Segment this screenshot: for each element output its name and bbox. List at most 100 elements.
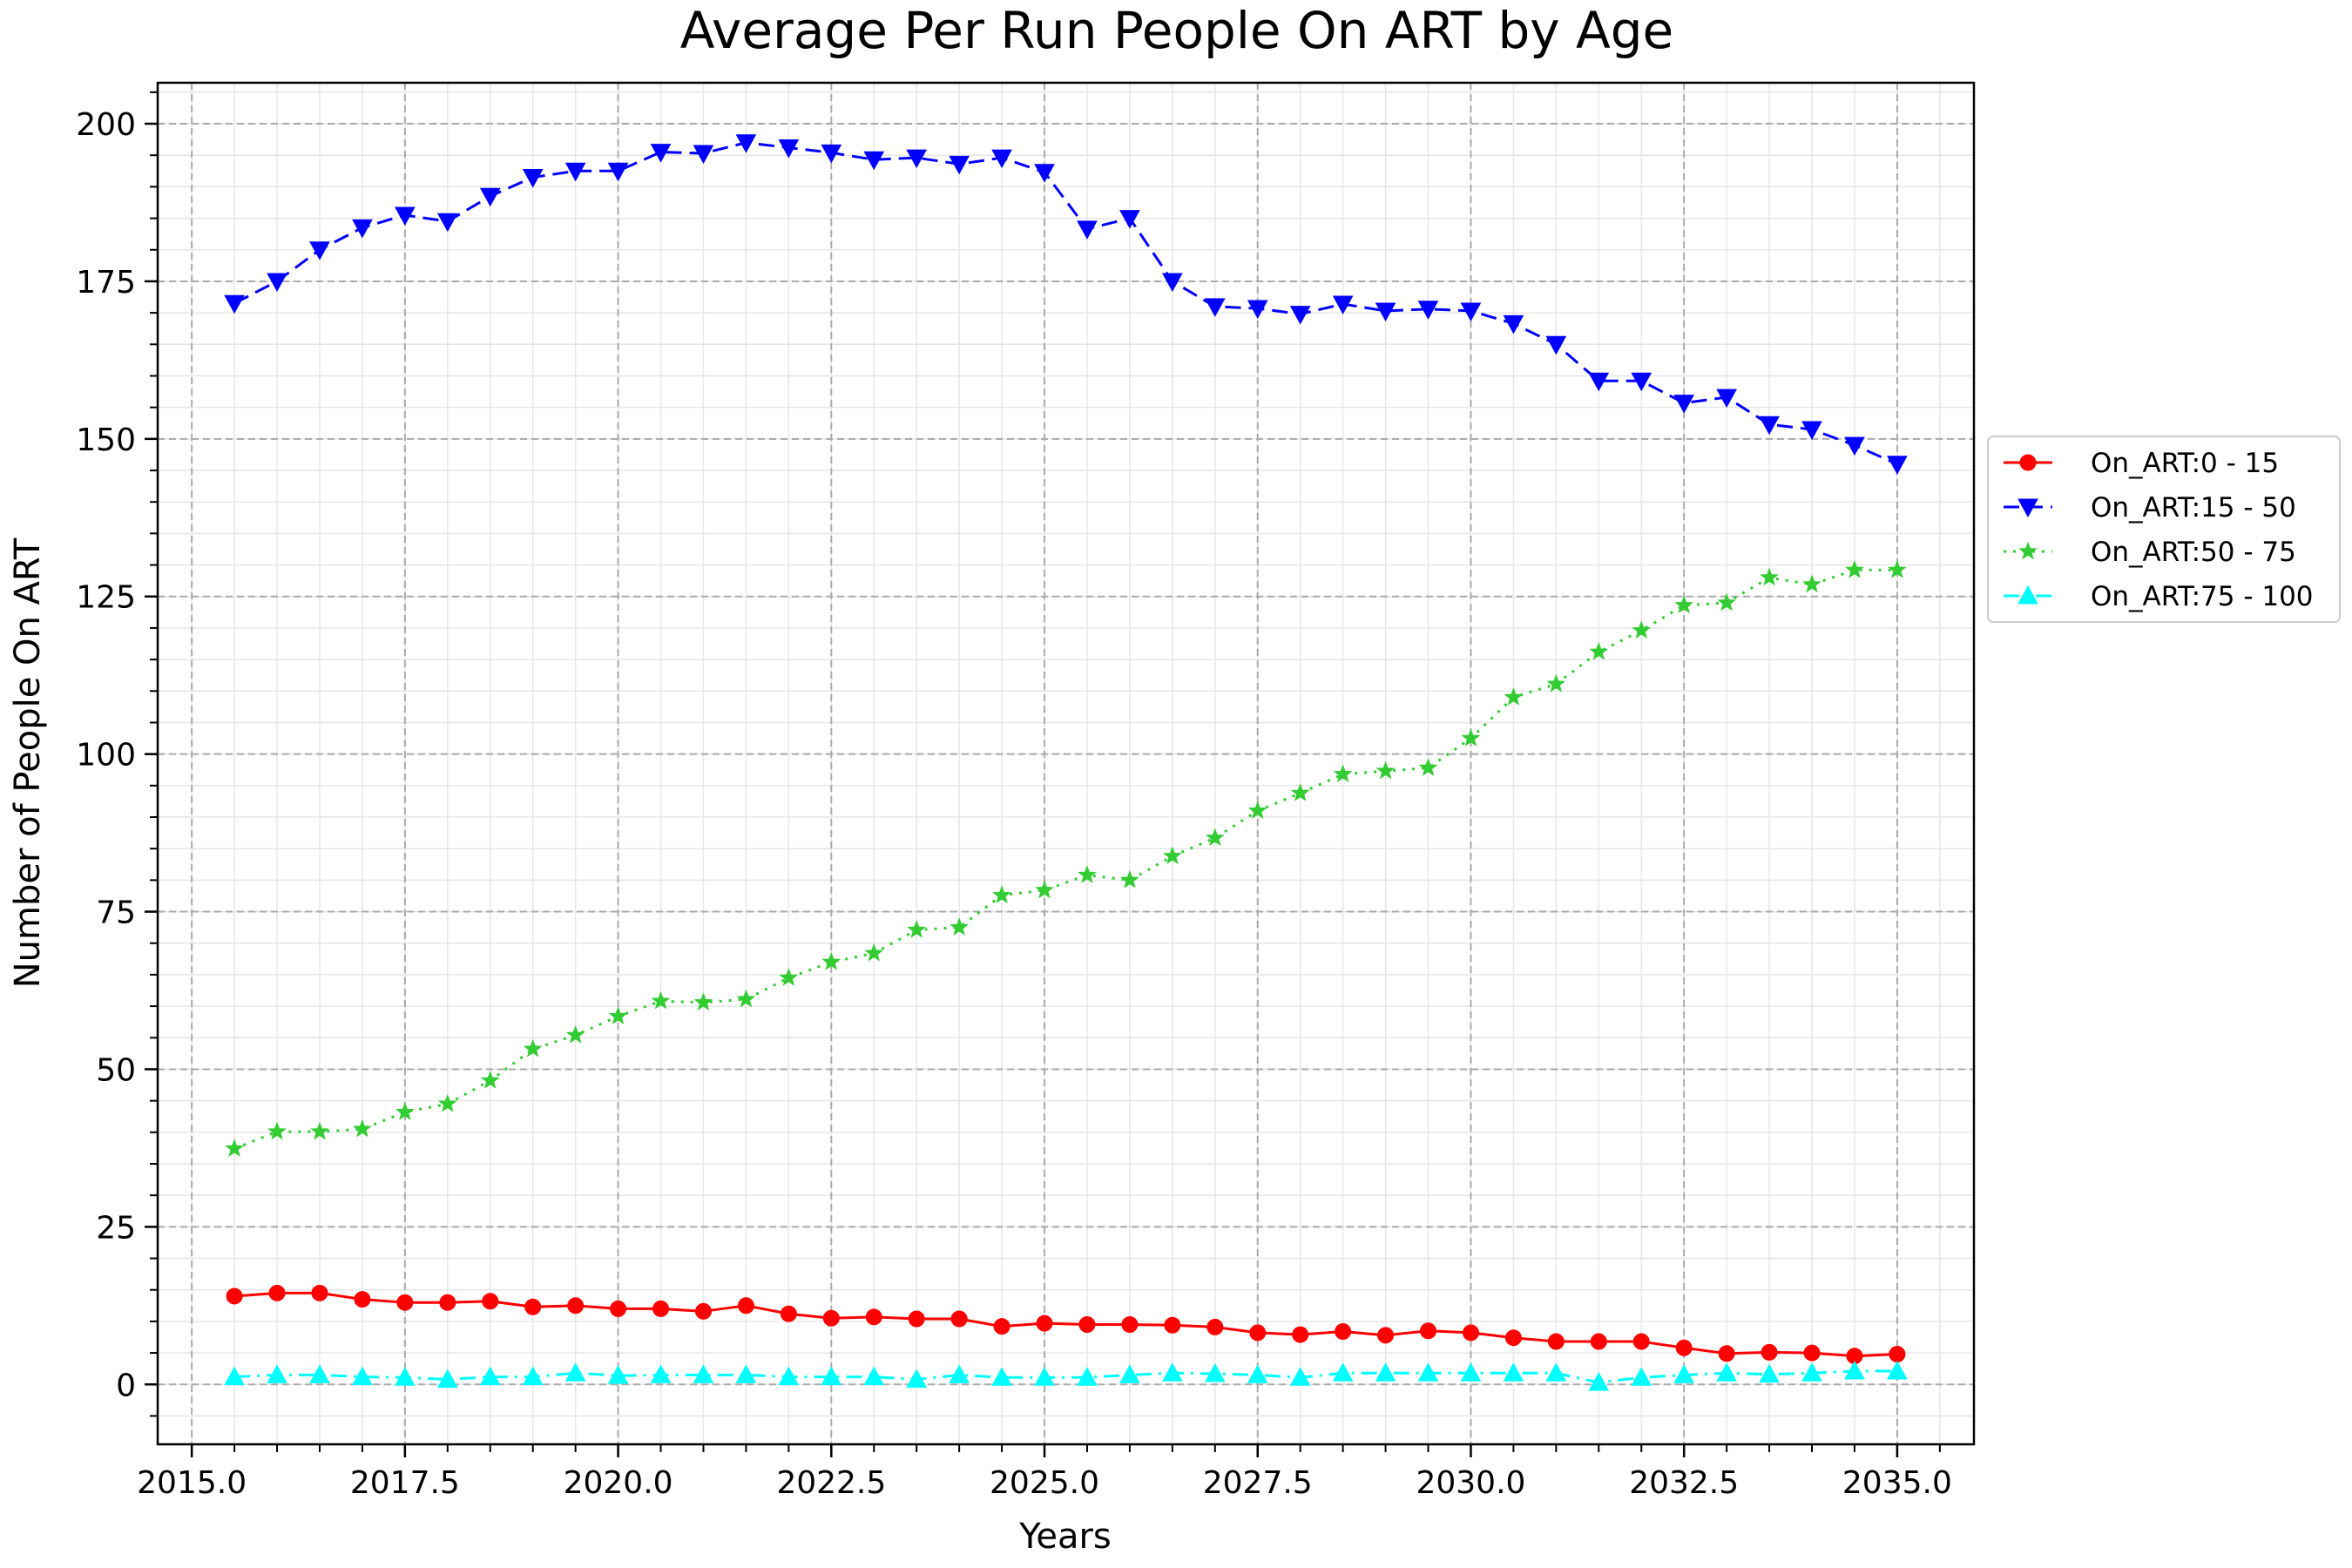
data-point [1887, 1361, 1908, 1380]
data-point [1716, 1362, 1737, 1382]
legend-box [1987, 436, 2341, 623]
data-point [352, 219, 373, 239]
data-point [822, 1309, 840, 1327]
data-point [950, 1310, 968, 1328]
x-tick-label: 2022.5 [776, 1465, 886, 1501]
data-point [1077, 220, 1098, 240]
data-point [1545, 1362, 1567, 1382]
data-point [396, 1294, 414, 1311]
data-point [1801, 1362, 1822, 1382]
data-point [992, 885, 1011, 903]
data-point [1761, 1343, 1778, 1361]
data-point [1333, 764, 1353, 783]
data-point [865, 1308, 882, 1326]
data-point [1673, 395, 1695, 414]
data-point [1718, 1345, 1735, 1362]
series-line [234, 1369, 1897, 1384]
data-point [479, 187, 501, 207]
data-point [1332, 295, 1354, 315]
data-point [991, 149, 1012, 169]
x-tick-label: 2025.0 [990, 1465, 1099, 1501]
legend-item: On_ART:50 - 75 [2004, 537, 2296, 568]
x-tick-label: 2032.5 [1629, 1465, 1739, 1501]
data-point [224, 294, 245, 314]
data-point [1036, 1315, 1053, 1332]
data-point [1588, 1372, 1610, 1391]
data-point [1632, 1333, 1650, 1350]
data-point [1888, 559, 1907, 578]
y-tick-label: 25 [96, 1210, 136, 1246]
data-point [610, 1300, 627, 1317]
axis-ticks: 2015.0 2017.5 2020.0 2022.5 2025.0 2027.5 2030… [76, 91, 1952, 1501]
data-point [354, 1291, 371, 1308]
y-tick-label: 125 [76, 580, 136, 616]
series-layer [224, 134, 1908, 1391]
data-point [1420, 1322, 1437, 1340]
data-point [522, 1366, 544, 1386]
data-point [1844, 1361, 1865, 1380]
x-tick-label: 2017.5 [350, 1465, 460, 1501]
y-axis-label: Number of People On ART [8, 537, 48, 988]
data-point [821, 1366, 842, 1386]
data-point [1335, 1322, 1352, 1340]
data-point [1803, 1344, 1821, 1362]
data-point [608, 1006, 628, 1024]
data-point [1631, 372, 1652, 392]
data-point [2017, 585, 2038, 605]
data-point [1417, 1362, 1439, 1382]
data-point [479, 1366, 501, 1386]
data-point [650, 1364, 672, 1383]
data-point [906, 149, 928, 169]
data-point [1632, 620, 1652, 639]
data-point [1504, 1329, 1522, 1347]
data-point [735, 1364, 757, 1383]
series-2 [224, 134, 1908, 475]
data-point [565, 1024, 585, 1044]
y-tick-label: 100 [76, 738, 136, 774]
data-point [651, 990, 671, 1010]
data-point [1760, 567, 1779, 586]
data-point [1759, 416, 1780, 436]
plot-frame [156, 81, 1976, 1446]
data-point [1247, 801, 1267, 820]
data-point [908, 1310, 925, 1328]
data-point [821, 952, 841, 970]
data-point [1889, 1346, 1906, 1363]
data-point [907, 920, 927, 938]
series-1 [226, 1284, 1906, 1365]
data-point [439, 1294, 456, 1311]
y-tick-label: 175 [76, 265, 136, 301]
data-point [309, 1364, 330, 1383]
legend-label: On_ART:75 - 100 [2091, 581, 2314, 612]
data-point [1377, 1327, 1395, 1344]
data-point [2018, 541, 2038, 560]
data-point [949, 155, 970, 175]
data-point [735, 134, 757, 153]
x-tick-label: 2027.5 [1203, 1465, 1313, 1501]
data-point [1418, 758, 1438, 776]
data-point [1204, 298, 1226, 317]
x-tick-label: 2015.0 [137, 1465, 247, 1501]
legend: On_ART:0 - 15 On_ART:15 - 50 On_ART:50 - 7… [1987, 436, 2341, 623]
data-point [224, 1366, 245, 1386]
data-point [309, 241, 330, 260]
data-point [779, 968, 799, 986]
data-point [1460, 302, 1482, 321]
data-point [1162, 273, 1183, 292]
data-point [1162, 1362, 1183, 1382]
data-point [311, 1284, 328, 1301]
data-point [1206, 1318, 1224, 1335]
data-point [1588, 372, 1610, 392]
data-point [1460, 1362, 1482, 1382]
major-grid [158, 83, 1974, 1444]
data-point [395, 206, 416, 226]
x-tick-label: 2035.0 [1842, 1465, 1952, 1501]
data-point [2017, 498, 2038, 518]
data-point [225, 1139, 244, 1157]
data-point [1589, 641, 1609, 660]
legend-label: On_ART:15 - 50 [2091, 492, 2296, 524]
data-point [353, 1119, 372, 1138]
chart-title: Average Per Run People On ART by Age [680, 1, 1674, 60]
y-tick-label: 75 [96, 896, 136, 931]
legend-item: On_ART:75 - 100 [2004, 581, 2314, 612]
